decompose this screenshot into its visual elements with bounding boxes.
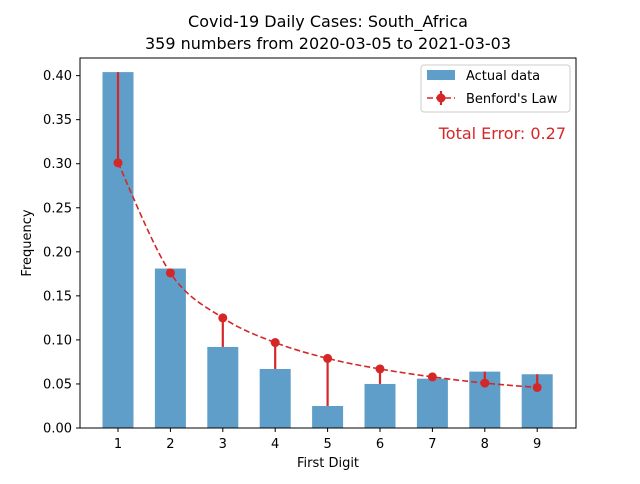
benford-point-7 — [427, 372, 437, 382]
bar-2 — [154, 268, 186, 428]
x-tick-label: 3 — [219, 437, 227, 452]
x-tick-label: 8 — [481, 437, 489, 452]
x-tick-label: 9 — [533, 437, 541, 452]
benford-point-1 — [113, 158, 123, 168]
x-tick-label: 4 — [271, 437, 279, 452]
bar-3 — [207, 346, 239, 428]
legend-box — [420, 64, 571, 113]
y-tick-label: 0.35 — [43, 113, 72, 128]
benford-point-2 — [165, 268, 175, 278]
y-tick-label: 0.40 — [43, 69, 72, 84]
bar-7 — [416, 378, 448, 428]
benford-point-5 — [323, 353, 333, 363]
chart-title-line1: Covid-19 Daily Cases: South_Africa — [188, 12, 468, 32]
bar-6 — [364, 383, 396, 428]
bars-group — [102, 72, 553, 428]
x-tick-label: 6 — [376, 437, 384, 452]
y-tick-label: 0.30 — [43, 157, 72, 172]
benford-point-4 — [270, 338, 280, 348]
legend-swatch-actual — [427, 70, 455, 80]
legend-swatch-benford-marker — [436, 93, 446, 103]
y-axis: 0.00 0.05 0.10 0.15 0.20 0.25 0.30 0.35 0.40 — [43, 69, 80, 437]
x-axis-label: First Digit — [297, 456, 359, 471]
y-tick-label: 0.20 — [43, 245, 72, 260]
benford-point-9 — [532, 382, 542, 392]
benford-point-8 — [480, 378, 490, 388]
x-tick-label: 1 — [114, 437, 122, 452]
benford-point-3 — [218, 313, 228, 323]
y-tick-label: 0.25 — [43, 201, 72, 216]
legend-label-actual: Actual data — [466, 69, 540, 84]
x-tick-label: 2 — [166, 437, 174, 452]
benford-line-group — [113, 158, 542, 392]
x-axis: 1 2 3 4 5 6 7 8 9 — [114, 428, 541, 452]
x-tick-label: 5 — [323, 437, 331, 452]
y-tick-label: 0.10 — [43, 333, 72, 348]
bar-5 — [312, 405, 344, 428]
total-error-annotation: Total Error: 0.27 — [438, 124, 566, 143]
benford-point-6 — [375, 364, 385, 374]
y-tick-label: 0.05 — [43, 377, 72, 392]
bar-4 — [259, 368, 291, 428]
y-axis-label: Frequency — [20, 209, 35, 276]
legend-label-benford: Benford's Law — [466, 92, 558, 107]
y-tick-label: 0.15 — [43, 289, 72, 304]
chart-title-line2: 359 numbers from 2020-03-05 to 2021-03-0… — [145, 34, 511, 53]
x-tick-label: 7 — [428, 437, 436, 452]
y-tick-label: 0.00 — [43, 422, 72, 437]
legend: Actual data Benford's Law — [420, 64, 571, 113]
